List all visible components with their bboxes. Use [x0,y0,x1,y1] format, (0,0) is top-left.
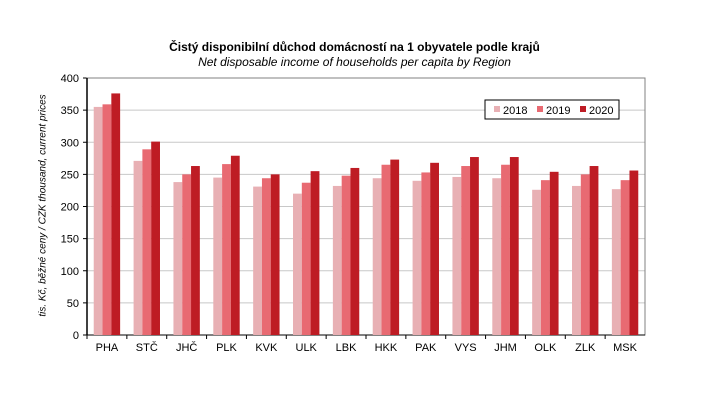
legend-label-2019: 2019 [546,105,570,117]
bar-2018-OLK [532,189,541,335]
bar-2019-PAK [421,172,431,335]
bar-2018-PAK [412,180,422,335]
y-tick-label: 100 [61,266,79,278]
x-tick-label: VYS [455,342,477,354]
bar-2020-PAK [430,162,439,335]
bar-2019-LBK [341,175,351,335]
bar-2020-VYS [470,157,479,335]
bar-2020-PLK [230,155,240,335]
bar-2020-JHM [509,157,519,335]
bar-2018-KVK [253,186,262,335]
bar-2018-MSK [611,189,621,335]
x-tick-label: LBK [336,342,357,354]
bar-2020-LBK [350,167,360,335]
x-tick-label: HKK [375,342,398,354]
y-tick-label: 400 [61,73,79,85]
bar-2020-OLK [549,171,559,335]
bar-2020-HKK [390,159,400,335]
bar-2018-LBK [332,185,342,335]
y-tick-label: 150 [61,234,79,246]
bar-2019-JHM [501,164,510,335]
bar-2018-HKK [372,178,382,335]
x-tick-label: ZLK [575,342,596,354]
bar-2018-PLK [213,177,223,335]
bar-2019-KVK [261,178,271,335]
bar-2018-ULK [293,193,302,335]
x-tick-label: PLK [216,342,237,354]
legend-label-2020: 2020 [589,105,613,117]
bar-2019-ZLK [580,174,590,335]
bar-2020-PHA [111,93,121,335]
bar-2019-HKK [381,164,391,335]
bar-2018-JHM [492,178,502,335]
x-tick-label: PAK [415,342,437,354]
bar-2019-PLK [222,164,231,335]
legend-swatch-2019 [537,106,543,112]
y-tick-label: 300 [61,137,79,149]
bar-2019-MSK [620,180,630,335]
bar-2018-VYS [452,176,462,335]
x-tick-label: KVK [255,342,278,354]
bar-2018-ZLK [572,185,581,335]
y-tick-label: 50 [67,298,79,310]
x-tick-label: OLK [534,342,557,354]
bar-2019-OLK [540,180,550,335]
bar-2020-JHČ [191,166,200,335]
legend [484,99,620,120]
y-tick-label: 0 [73,330,79,342]
legend-swatch-2020 [580,106,586,112]
bar-2019-STČ [142,149,152,335]
y-tick-label: 250 [61,169,79,181]
bar-2019-ULK [301,182,311,335]
x-tick-label: MSK [613,342,638,354]
x-tick-label: JHM [494,342,517,354]
bar-2019-JHČ [182,174,192,335]
legend-swatch-2018 [494,106,500,112]
bar-2018-PHA [93,106,103,335]
legend-label-2018: 2018 [503,105,527,117]
x-tick-label: STČ [136,341,158,354]
x-tick-label: ULK [296,342,318,354]
x-tick-label: JHČ [176,341,197,354]
chart-subtitle: Net disposable income of households per … [198,55,511,69]
bar-2020-STČ [151,141,160,335]
bar-2018-JHČ [173,182,183,335]
x-tick-label: PHA [96,342,119,354]
bar-2020-MSK [629,170,639,335]
bar-2020-ZLK [589,166,599,335]
bar-2020-KVK [270,174,280,335]
bar-2020-ULK [310,171,320,335]
y-tick-label: 200 [61,202,79,214]
bar-2019-VYS [461,166,471,335]
chart-title: Čistý disponibilní důchod domácností na … [169,40,540,54]
bar-2019-PHA [102,104,112,335]
y-tick-label: 350 [61,105,79,117]
bar-2018-STČ [133,160,143,335]
